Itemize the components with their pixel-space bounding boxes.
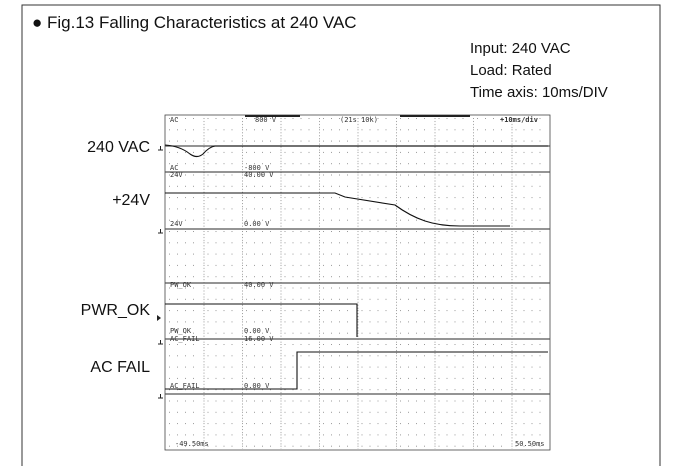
ground-markers — [158, 146, 163, 399]
scope-header: +10ms/div — [500, 116, 538, 124]
ac-fail-wave — [165, 351, 548, 390]
channel-label: +24V — [112, 192, 150, 209]
channel-scale: -800 V — [244, 164, 270, 172]
ac-wave — [164, 144, 548, 158]
scope-header: (21s 10k) — [340, 116, 378, 124]
channel-label: 240 VAC — [87, 139, 150, 156]
channel-name: AC_FAIL — [170, 335, 200, 343]
condition: Input: 240 VAC — [470, 40, 571, 57]
channel-scale: 16.00 V — [244, 335, 274, 343]
scope-header: 800 V — [255, 116, 277, 124]
channel-name: PW_OK — [170, 281, 192, 289]
channel-name: 24V — [170, 220, 183, 228]
v24-wave — [165, 192, 510, 227]
frame — [21, 4, 661, 466]
channel-scale: 0.00 V — [244, 327, 270, 335]
title: ● Fig.13 Falling Characteristics at 240 … — [32, 13, 357, 32]
channel-name: PW_OK — [170, 327, 192, 335]
channel-label: AC FAIL — [90, 359, 150, 376]
channel-scale: 0.00 V — [244, 220, 270, 228]
channel-label: PWR_OK — [81, 302, 151, 319]
time-end: 50.50ms — [515, 440, 545, 448]
condition: Time axis: 10ms/DIV — [470, 84, 608, 101]
channel-scale: 40.00 V — [244, 281, 274, 289]
channel-name: AC_FAIL — [170, 382, 200, 390]
channel-name: AC — [170, 164, 178, 172]
channel-scale: 0.00 V — [244, 382, 270, 390]
condition: Load: Rated — [470, 62, 552, 79]
time-start: -49.50ms — [175, 440, 209, 448]
channel-name: 24V — [170, 171, 183, 179]
scope-screen — [157, 114, 551, 451]
pwr-ok-wave — [165, 303, 358, 337]
scope-header: AC — [170, 116, 178, 124]
channel-scale: 40.00 V — [244, 171, 274, 179]
waveforms — [164, 144, 548, 390]
trigger-marker — [157, 315, 161, 321]
